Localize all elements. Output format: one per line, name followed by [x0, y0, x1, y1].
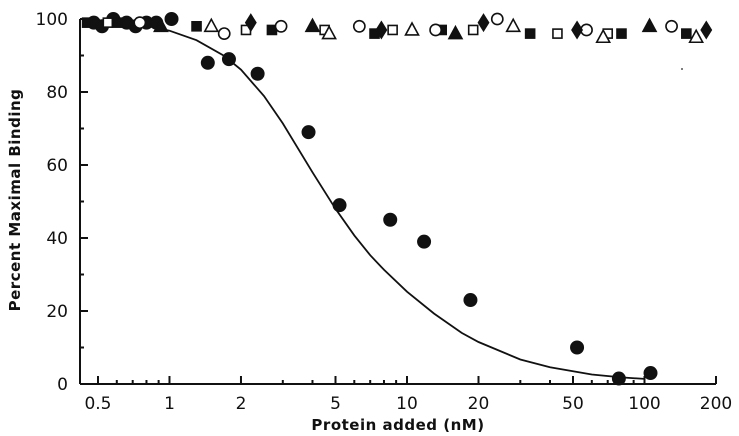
y-tick-label: 0: [57, 375, 68, 395]
data-point-open-square: [467, 24, 479, 36]
data-point-filled-square: [524, 28, 536, 39]
data-point-filled-diamond: [571, 20, 583, 40]
data-point-open-triangle: [321, 24, 337, 40]
data-point-filled-triangle: [447, 24, 464, 40]
data-point-open-circle: [352, 19, 366, 33]
x-tick-label: 0.5: [84, 394, 111, 414]
data-point-filled-circle: [463, 293, 478, 308]
data-point-open-triangle: [688, 28, 705, 44]
data-point-open-square: [387, 24, 398, 36]
data-point-open-triangle: [595, 28, 612, 44]
data-point-open-triangle: [404, 21, 420, 36]
data-point-open-circle: [217, 27, 231, 40]
x-tick-label: 2: [236, 394, 247, 414]
tick-labels-layer: 0.5 1 2 5 10 20 50 100 200 0 20 40 60 80 100: [36, 10, 733, 414]
data-point-filled-square: [681, 28, 692, 39]
y-tick-label: 80: [46, 83, 68, 103]
data-point-filled-square: [111, 17, 123, 28]
data-point-filled-circle: [221, 52, 236, 67]
x-tick-label: 100: [628, 394, 660, 414]
data-point-filled-square: [616, 28, 627, 39]
data-point-open-square: [552, 28, 563, 39]
y-tick-label: 100: [36, 10, 68, 30]
fit-curve: [87, 19, 645, 380]
x-tick-label: 5: [330, 394, 341, 414]
y-tick-label: 60: [46, 156, 68, 176]
chart-axes: [79, 18, 717, 385]
data-point-filled-square: [81, 17, 93, 28]
data-point-filled-diamond: [700, 20, 713, 40]
x-tick-label: 50: [562, 394, 584, 414]
data-point-filled-diamond: [477, 13, 490, 33]
data-point-filled-circle: [301, 125, 316, 140]
data-point-filled-triangle: [304, 17, 321, 33]
data-point-open-square: [102, 17, 114, 28]
data-point-open-circle: [665, 19, 678, 33]
data-point-filled-circle: [417, 234, 432, 249]
data-point-open-circle: [133, 16, 147, 30]
data-point-open-circle: [274, 19, 288, 33]
y-axis-title: Percent Maximal Binding: [6, 89, 24, 312]
data-point-filled-circle: [570, 340, 585, 355]
data-point-filled-triangle: [153, 17, 169, 33]
data-point-filled-circle: [383, 212, 398, 227]
fit-curve-layer: [87, 19, 645, 380]
data-point-filled-diamond: [375, 20, 388, 40]
data-point-filled-circle: [200, 55, 215, 70]
x-tick-label: 10: [396, 394, 418, 414]
x-tick-label: 1: [164, 394, 175, 414]
data-point-filled-triangle: [641, 17, 658, 33]
data-point-open-triangle: [203, 17, 220, 33]
data-point-filled-circle: [164, 12, 179, 26]
y-tick-label: 20: [46, 302, 68, 322]
x-tick-label: 200: [700, 394, 732, 414]
y-tick-label: 40: [46, 229, 68, 249]
data-point-filled-circle: [643, 366, 658, 381]
data-point-filled-circle: [611, 371, 626, 386]
x-axis-title: Protein added (nM): [311, 416, 484, 434]
scan-speck: [681, 68, 683, 70]
data-point-filled-diamond: [244, 13, 257, 33]
x-tick-label: 20: [468, 394, 490, 414]
data-point-open-triangle: [505, 17, 522, 33]
data-point-filled-circle: [332, 198, 347, 213]
data-point-open-circle: [429, 23, 443, 37]
data-point-open-circle: [490, 12, 504, 26]
data-point-filled-square: [191, 20, 202, 32]
data-points-layer: [81, 12, 713, 386]
data-point-filled-circle: [250, 66, 265, 81]
